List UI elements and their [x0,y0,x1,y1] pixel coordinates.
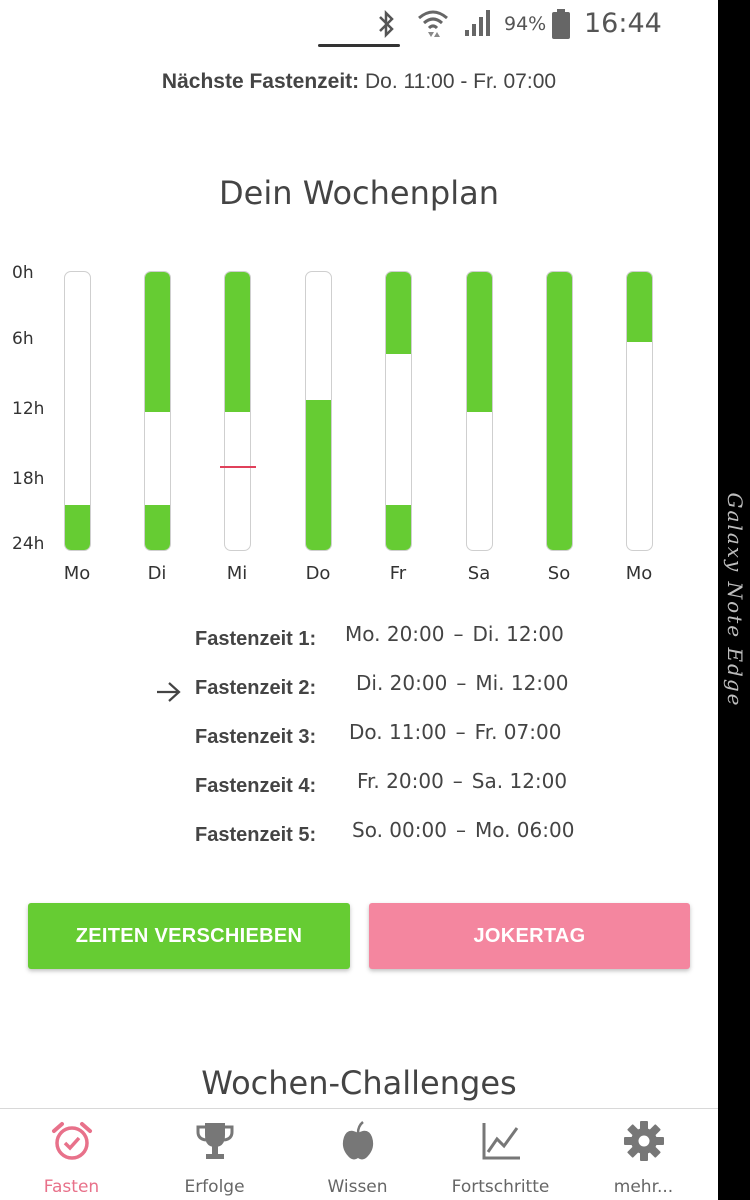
divider [318,44,400,47]
page-title: Dein Wochenplan [219,174,499,212]
fasting-segment [627,272,652,342]
nav-fortschritte[interactable]: Fortschritte [429,1109,572,1200]
next-fasting-info: Nächste Fastenzeit: Do. 11:00 - Fr. 07:0… [0,70,718,94]
device-edge [718,0,750,1200]
fasting-period-time: So. 00:00– Mo. 06:00 [352,818,574,842]
range-dash: – [452,769,463,793]
joker-day-button[interactable]: JOKERTAG [369,903,690,969]
nav-label: mehr... [613,1177,674,1197]
day-label: Do [305,563,331,584]
fasting-period-time: Mo. 20:00– Di. 12:00 [345,622,564,646]
range-dash: – [453,622,464,646]
next-fasting-label: Nächste Fastenzeit: [161,70,360,93]
gear-icon [623,1121,664,1161]
y-tick: 12h [12,399,45,419]
fasting-period-row: Fastenzeit 5: So. 00:00– Mo. 06:00 [0,816,718,856]
nav-wissen[interactable]: Wissen [286,1109,429,1200]
day-bar [466,271,493,551]
day-bar [305,271,332,551]
fasting-segment [145,272,170,412]
y-tick: 0h [12,263,34,283]
app-screen: 94% 16:44 Nächste Fastenzeit: Do. 11:00 … [0,0,718,1200]
fasting-period-end: Mi. 12:00 [475,671,569,695]
day-label: So [547,563,571,584]
nav-label: Wissen [327,1177,388,1197]
day-label: Mo [63,563,91,584]
week-plan-chart: 0h 6h 12h 18h 24h Mo Di Mi Do Fr Sa So Mo [0,255,718,595]
fasting-period-start: Di. 20:00 [356,671,448,695]
fasting-period-row: Fastenzeit 1: Mo. 20:00– Di. 12:00 [0,620,718,660]
nav-fasten[interactable]: Fasten [0,1109,143,1200]
y-tick: 6h [12,329,34,349]
fasting-period-end: Sa. 12:00 [471,769,568,793]
day-label: Fr [389,563,407,584]
fasting-segment [467,272,492,412]
fasting-period-start: So. 00:00 [352,818,447,842]
fasting-segment [145,505,170,550]
fasting-period-time: Fr. 20:00– Sa. 12:00 [357,769,567,793]
day-bar [64,271,91,551]
bottom-navigation: Fasten Erfolge Wissen Fortsch [0,1108,718,1200]
current-time-marker [220,465,256,468]
fasting-period-label: Fastenzeit 4: [195,775,317,797]
battery-percentage: 94% [504,13,547,35]
day-label: Sa [467,563,491,584]
apple-icon [342,1121,373,1160]
status-bar: 94% 16:44 [0,0,718,50]
nav-label: Fasten [43,1177,100,1197]
nav-label: Erfolge [184,1177,245,1197]
day-bar [224,271,251,551]
fasting-period-list: Fastenzeit 1: Mo. 20:00– Di. 12:00 Fastenze… [0,620,718,860]
range-dash: – [456,671,467,695]
wifi-icon [418,10,448,37]
fasting-period-start: Mo. 20:00 [345,622,445,646]
fasting-period-start: Fr. 20:00 [357,769,444,793]
fasting-period-label: Fastenzeit 1: [195,628,317,650]
battery-icon [552,9,570,39]
fasting-period-start: Do. 11:00 [349,720,447,744]
y-tick: 24h [12,534,45,554]
fasting-segment [225,272,250,412]
arrow-right-icon [157,682,181,702]
fasting-period-label: Fastenzeit 2: [195,677,317,699]
day-bar [144,271,171,551]
fasting-segment [306,400,331,550]
nav-erfolge[interactable]: Erfolge [143,1109,286,1200]
fasting-segment [65,505,90,550]
fasting-period-end: Mo. 06:00 [474,818,575,842]
shift-times-button[interactable]: ZEITEN VERSCHIEBEN [28,903,350,969]
day-bar [546,271,573,551]
fasting-period-end: Di. 12:00 [472,622,564,646]
line-chart-icon [482,1123,520,1160]
bluetooth-icon [379,9,394,39]
fasting-segment [386,505,411,550]
y-tick: 18h [12,469,45,489]
fasting-segment [386,272,411,354]
trophy-icon [196,1123,233,1159]
day-bar [626,271,653,551]
device-brand-label: Galaxy Note Edge [723,492,747,708]
clock-time: 16:44 [584,8,662,39]
fasting-period-time: Do. 11:00– Fr. 07:00 [349,720,561,744]
day-label: Di [147,563,167,584]
day-label: Mi [226,563,248,584]
nav-label: Fortschritte [451,1177,550,1197]
fasting-period-end: Fr. 07:00 [474,720,562,744]
next-fasting-value: Do. 11:00 - Fr. 07:00 [365,70,557,93]
day-bar [385,271,412,551]
fasting-period-label: Fastenzeit 5: [195,824,317,846]
fasting-period-row: Fastenzeit 2: Di. 20:00– Mi. 12:00 [0,669,718,709]
day-label: Mo [625,563,653,584]
nav-mehr[interactable]: mehr... [572,1109,715,1200]
signal-icon [465,10,490,36]
challenges-title: Wochen-Challenges [201,1064,517,1102]
fasting-period-row-current: Fastenzeit 3: Do. 11:00– Fr. 07:00 [0,718,718,758]
alarm-clock-icon [51,1122,92,1160]
fasting-period-time: Di. 20:00– Mi. 12:00 [356,671,568,695]
fasting-period-row: Fastenzeit 4: Fr. 20:00– Sa. 12:00 [0,767,718,807]
fasting-period-label: Fastenzeit 3: [195,726,317,748]
range-dash: – [455,818,466,842]
range-dash: – [455,720,466,744]
fasting-segment [547,272,572,550]
